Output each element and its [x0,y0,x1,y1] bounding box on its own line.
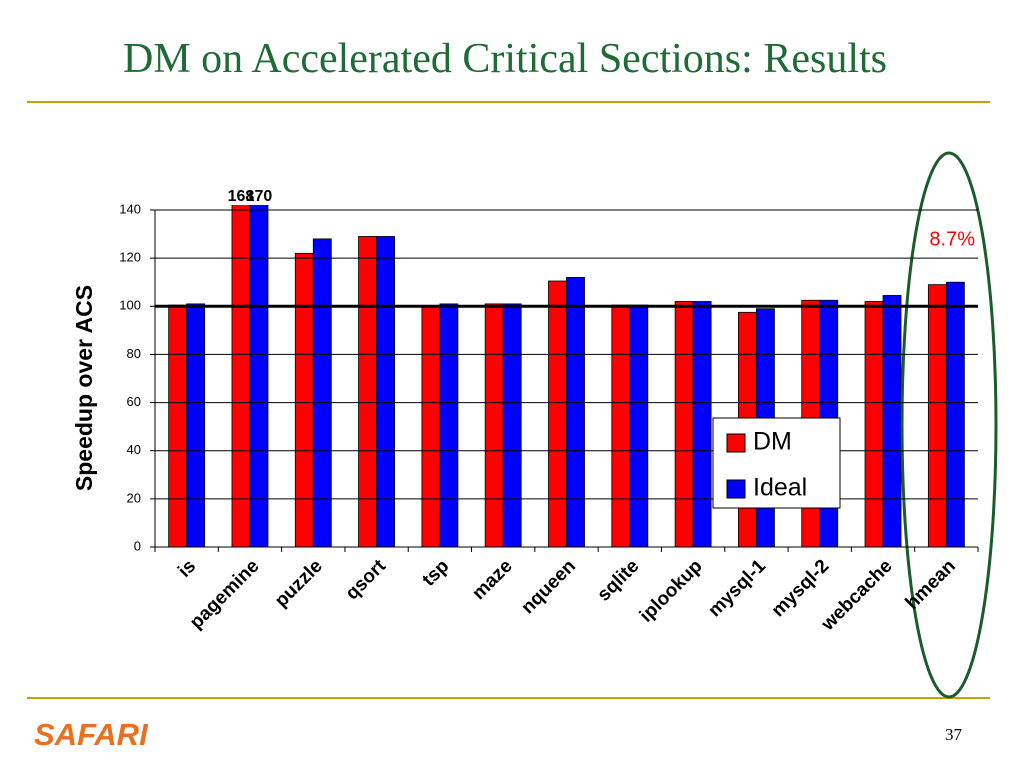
bar [864,301,884,548]
data-label: 168 [228,188,255,205]
bar [548,280,567,548]
slide-title: DM on Accelerated Critical Sections: Res… [123,36,887,82]
bar [358,236,377,548]
y-tick-label: 80 [127,346,141,361]
page-number: 37 [945,725,963,744]
bar [502,303,522,548]
bar [439,303,459,548]
y-tick-label: 100 [119,298,141,313]
bar [566,276,585,548]
x-tick-label: is [174,556,200,582]
x-tick-label: qsort [342,555,391,604]
x-tick-label: iplookup [636,556,707,627]
y-tick-label: 20 [127,490,141,505]
bar [186,303,206,548]
x-tick-label: puzzle [271,556,327,612]
y-tick-label: 0 [134,538,141,553]
bar [376,236,395,548]
annotation: 8.7% [929,228,975,250]
bar [692,301,712,548]
y-tick-label: 60 [127,394,141,409]
bar [168,304,188,548]
bar [674,301,694,548]
bar [421,305,441,548]
x-tick-label: mysql-1 [704,555,770,621]
plot-area [168,205,965,548]
highlight-ellipse [900,151,998,699]
legend-swatch [726,479,746,499]
x-tick-label: pagemine [186,556,264,634]
bar [484,303,504,548]
legend-label: Ideal [753,474,807,502]
x-tick-label: tsp [418,556,453,591]
legend-swatch [726,433,746,453]
bar [927,284,947,548]
x-tick-label: maze [468,556,516,604]
y-tick-label: 120 [119,250,141,265]
y-axis-label: Speedup over ACS [71,285,97,491]
bar [312,238,332,548]
bar [611,304,631,548]
data-label: 170 [246,188,273,205]
bar [294,252,314,548]
legend-label: DM [753,428,792,456]
x-tick-label: sqlite [593,556,643,606]
bar [882,295,902,548]
y-tick-label: 140 [119,201,141,216]
x-tick-label: nqueen [517,556,580,619]
bar [945,281,965,548]
bar [629,304,649,548]
y-tick-label: 40 [127,442,141,457]
x-tick-label: mysql-2 [768,556,834,622]
footer-logo: SAFARI [34,717,149,752]
